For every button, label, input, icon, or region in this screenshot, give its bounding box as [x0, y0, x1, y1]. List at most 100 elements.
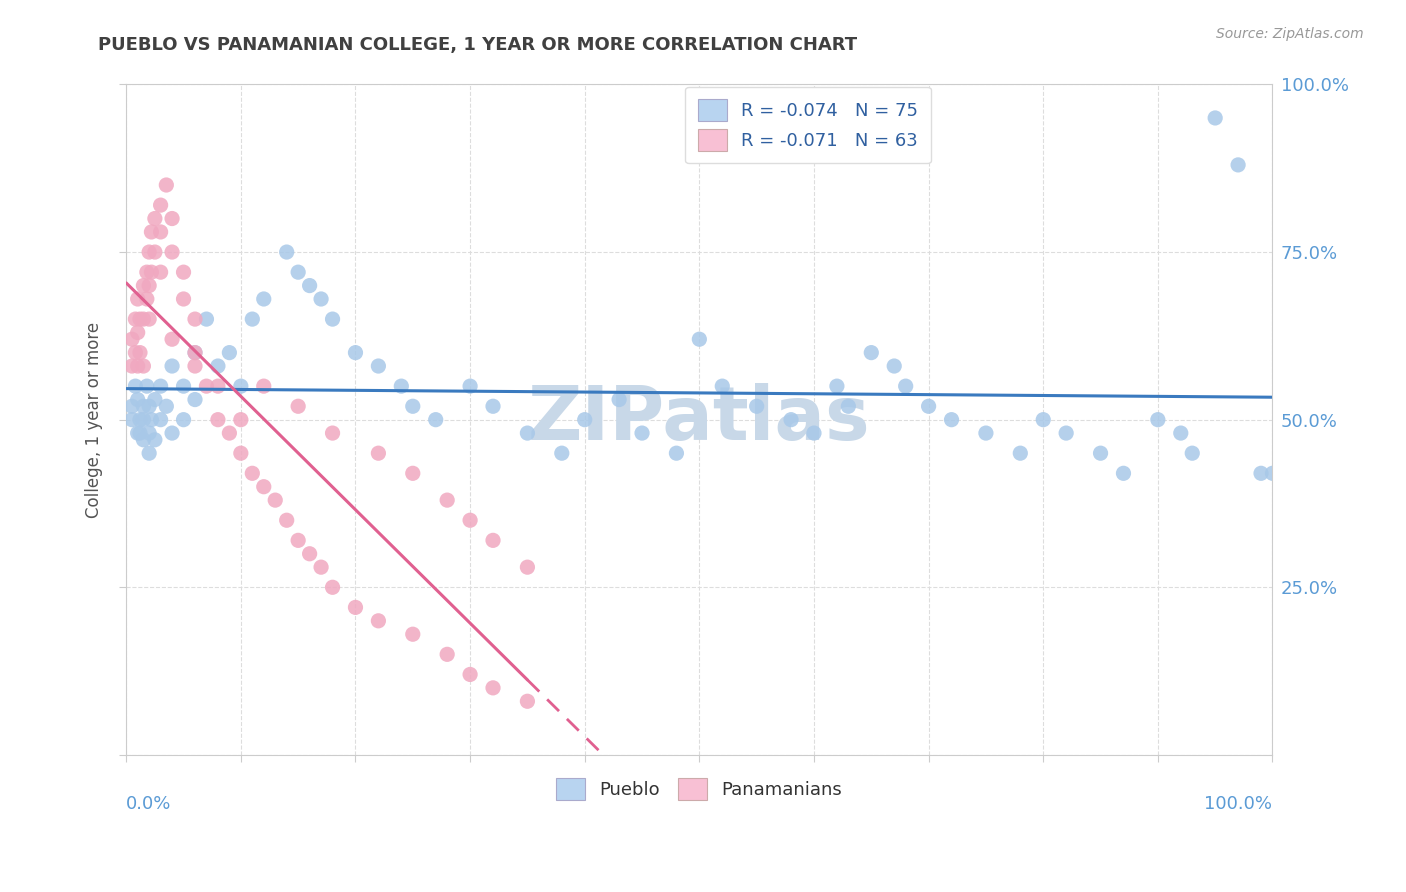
- Point: [1250, 467, 1272, 481]
- Point: [402, 467, 425, 481]
- Point: [1010, 446, 1032, 460]
- Point: [129, 426, 152, 441]
- Point: [458, 513, 481, 527]
- Point: [129, 345, 152, 359]
- Point: [124, 345, 146, 359]
- Point: [155, 178, 177, 192]
- Point: [309, 560, 332, 574]
- Point: [322, 580, 344, 594]
- Point: [138, 399, 160, 413]
- Point: [1054, 426, 1077, 441]
- Point: [141, 265, 163, 279]
- Text: ZIPatlas: ZIPatlas: [529, 384, 870, 456]
- Point: [344, 600, 367, 615]
- Point: [141, 412, 163, 426]
- Point: [276, 513, 298, 527]
- Point: [121, 399, 143, 413]
- Point: [1261, 467, 1284, 481]
- Text: Source: ZipAtlas.com: Source: ZipAtlas.com: [1216, 27, 1364, 41]
- Point: [240, 312, 263, 326]
- Point: [1181, 446, 1204, 460]
- Point: [149, 412, 172, 426]
- Point: [195, 312, 218, 326]
- Point: [253, 292, 276, 306]
- Point: [253, 379, 276, 393]
- Point: [1032, 412, 1054, 426]
- Point: [160, 211, 183, 226]
- Point: [160, 426, 183, 441]
- Point: [516, 426, 538, 441]
- Point: [132, 359, 155, 373]
- Text: PUEBLO VS PANAMANIAN COLLEGE, 1 YEAR OR MORE CORRELATION CHART: PUEBLO VS PANAMANIAN COLLEGE, 1 YEAR OR …: [98, 36, 858, 54]
- Point: [229, 379, 252, 393]
- Point: [184, 345, 207, 359]
- Text: 100.0%: 100.0%: [1205, 795, 1272, 814]
- Point: [1147, 412, 1170, 426]
- Point: [1090, 446, 1112, 460]
- Point: [138, 278, 160, 293]
- Point: [482, 399, 505, 413]
- Point: [155, 399, 177, 413]
- Point: [160, 359, 183, 373]
- Point: [207, 412, 229, 426]
- Point: [516, 694, 538, 708]
- Point: [127, 359, 149, 373]
- Point: [218, 426, 240, 441]
- Point: [322, 312, 344, 326]
- Text: 0.0%: 0.0%: [127, 795, 172, 814]
- Point: [135, 265, 157, 279]
- Point: [143, 211, 166, 226]
- Point: [149, 379, 172, 393]
- Point: [276, 245, 298, 260]
- Point: [745, 399, 768, 413]
- Point: [551, 446, 574, 460]
- Legend: Pueblo, Panamanians: Pueblo, Panamanians: [544, 765, 855, 813]
- Point: [173, 265, 195, 279]
- Point: [143, 433, 166, 447]
- Point: [121, 412, 143, 426]
- Point: [803, 426, 825, 441]
- Point: [138, 446, 160, 460]
- Point: [516, 560, 538, 574]
- Y-axis label: College, 1 year or more: College, 1 year or more: [86, 322, 103, 517]
- Point: [132, 412, 155, 426]
- Point: [195, 379, 218, 393]
- Point: [825, 379, 848, 393]
- Point: [711, 379, 734, 393]
- Point: [173, 292, 195, 306]
- Point: [184, 392, 207, 407]
- Point: [883, 359, 905, 373]
- Point: [173, 412, 195, 426]
- Point: [287, 265, 309, 279]
- Point: [941, 412, 963, 426]
- Point: [1112, 467, 1135, 481]
- Point: [309, 292, 332, 306]
- Point: [389, 379, 412, 393]
- Point: [688, 332, 710, 346]
- Point: [184, 359, 207, 373]
- Point: [127, 292, 149, 306]
- Point: [173, 379, 195, 393]
- Point: [132, 399, 155, 413]
- Point: [121, 332, 143, 346]
- Point: [253, 480, 276, 494]
- Point: [149, 225, 172, 239]
- Point: [127, 326, 149, 340]
- Point: [160, 332, 183, 346]
- Point: [322, 426, 344, 441]
- Point: [402, 627, 425, 641]
- Point: [240, 467, 263, 481]
- Point: [860, 345, 883, 359]
- Point: [184, 312, 207, 326]
- Point: [132, 433, 155, 447]
- Point: [436, 648, 458, 662]
- Point: [574, 412, 596, 426]
- Point: [149, 265, 172, 279]
- Point: [607, 392, 630, 407]
- Point: [135, 292, 157, 306]
- Point: [264, 493, 287, 508]
- Point: [436, 493, 458, 508]
- Point: [1227, 158, 1250, 172]
- Point: [229, 412, 252, 426]
- Point: [127, 426, 149, 441]
